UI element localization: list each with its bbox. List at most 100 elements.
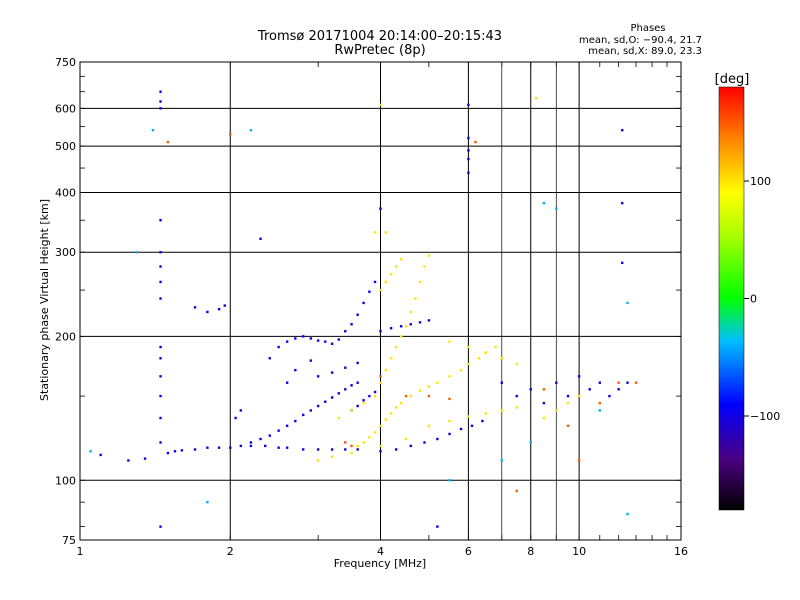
data-point [159,100,162,103]
data-point [389,272,393,276]
data-point [356,444,359,448]
data-point [193,306,197,309]
data-point [239,409,243,412]
data-point [330,455,334,458]
data-point [542,201,546,205]
data-point [350,451,353,455]
data-point [268,357,271,360]
data-point [259,237,262,241]
data-point [626,381,629,384]
data-point [459,427,463,431]
colorbar-tick-label: 100 [750,175,771,188]
data-point [362,399,365,402]
data-point [330,448,334,451]
gridlines [79,62,682,540]
data-point [379,288,382,292]
data-point [555,381,558,384]
data-point [389,357,393,360]
data-point [373,231,377,234]
data-point [350,384,353,387]
data-point [285,424,289,428]
data-point [394,345,398,349]
data-point [373,394,377,398]
data-point [448,340,451,343]
data-point [223,304,226,307]
data-point [448,479,451,482]
data-point [180,449,184,452]
x-tick-label: 2 [227,545,234,558]
data-point [301,448,305,451]
data-point [99,453,102,457]
data-point [598,409,601,412]
x-tick-label: 8 [527,545,534,558]
data-point [324,400,327,403]
y-tick-label: 100 [55,474,76,487]
data-point [373,431,377,434]
data-point [448,419,451,423]
data-point [277,446,280,449]
y-tick-label: 75 [62,534,76,547]
data-point [309,359,312,362]
data-point [626,512,629,516]
colorbar-ticks: 100 0 −100 [744,175,780,423]
x-axis-label: Frequency [MHz] [334,557,426,570]
x-tick-label: 10 [572,545,586,558]
data-point [459,368,463,372]
data-point [418,389,422,392]
data-point [316,375,320,378]
data-point [344,330,347,333]
data-point [448,432,451,436]
data-point [143,457,147,460]
data-point [529,388,532,391]
data-point [404,325,408,328]
data-point [294,337,297,340]
data-point [409,323,412,326]
data-point [409,310,412,314]
data-point [268,434,271,437]
data-point [427,319,431,322]
data-point [151,128,155,132]
data-point [399,401,403,405]
data-point [362,441,365,444]
data-point [229,132,232,136]
data-point [436,381,439,384]
data-point [481,419,484,423]
data-point [494,345,497,349]
data-point [285,340,289,343]
data-point [379,103,382,107]
data-point [467,136,470,140]
data-point [285,381,289,384]
data-point [294,368,297,372]
data-point [394,406,398,409]
data-point [394,448,398,451]
data-point [159,345,162,349]
data-point [316,339,320,342]
data-point [404,437,408,441]
data-point [389,327,393,330]
data-point [515,406,518,409]
data-point [577,375,581,378]
tick-labels: 1 2 4 6 8 10 16 75 100 200 300 400 500 600 750 [55,56,688,558]
data-point [368,290,371,293]
data-point [249,444,253,448]
data-point [379,424,382,428]
data-point [448,375,451,378]
data-point [350,323,353,326]
data-point [234,416,237,420]
data-point [159,441,162,444]
data-point [626,301,629,305]
data-point [598,381,601,384]
data-point [500,409,504,412]
data-point [135,251,139,254]
data-point [159,416,162,420]
data-point [379,375,382,378]
data-point [384,231,388,234]
data-point [356,404,359,408]
data-point [356,381,359,384]
phases-o-stats: mean, sd,O: −90.4, 21.7 [579,35,702,46]
data-point [423,441,426,444]
y-tick-label: 200 [55,330,76,343]
data-point [379,330,382,333]
y-tick-label: 600 [55,102,76,115]
